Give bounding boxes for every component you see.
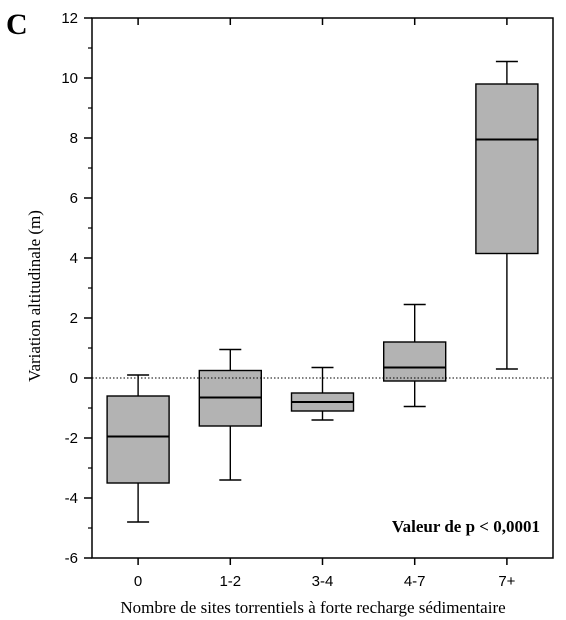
y-axis: -6 -4 -2 0 2 4 6 8 10 12 [61, 10, 92, 567]
panel-label: C [6, 8, 28, 41]
x-axis: 0 1-2 3-4 4-7 7+ [134, 18, 516, 590]
x-tick-label: 3-4 [312, 573, 334, 590]
y-tick-label: 0 [70, 370, 78, 387]
x-tick-label: 7+ [498, 573, 515, 590]
y-tick-label: 8 [70, 130, 78, 147]
box-7+ [475, 60, 539, 370]
plot-frame [91, 17, 554, 559]
iqr-box [475, 83, 539, 255]
x-tick-label: 0 [134, 573, 142, 590]
x-axis-label: Nombre de sites torrentiels à forte rech… [120, 598, 505, 617]
box-4-7 [383, 303, 447, 408]
y-tick-label: 12 [61, 10, 78, 27]
y-tick-label: -4 [65, 490, 78, 507]
y-tick-label: 6 [70, 190, 78, 207]
box-0 [106, 374, 170, 523]
boxes-group [106, 60, 539, 523]
p-value-annotation: Valeur de p < 0,0001 [392, 517, 540, 536]
x-tick-label: 1-2 [219, 573, 241, 590]
y-axis-label: Variation altitudinale (m) [25, 210, 44, 382]
iqr-box [383, 341, 447, 382]
box-3-4 [290, 366, 355, 421]
y-tick-label: 2 [70, 310, 78, 327]
y-tick-label: 4 [70, 250, 78, 267]
y-tick-label: 10 [61, 70, 78, 87]
box-1-2 [198, 348, 263, 481]
x-tick-label: 4-7 [404, 573, 426, 590]
iqr-box [106, 395, 170, 484]
y-tick-label: -2 [65, 430, 78, 447]
y-tick-label: -6 [65, 550, 78, 567]
